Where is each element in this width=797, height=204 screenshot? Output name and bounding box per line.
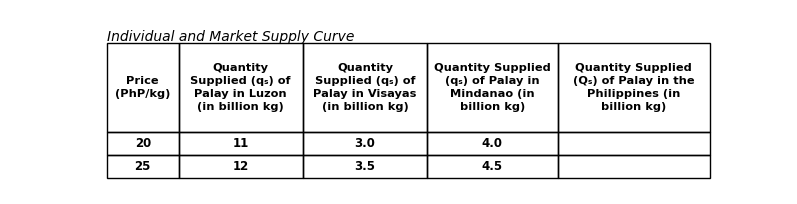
Text: 3.0: 3.0: [355, 137, 375, 150]
Text: 4.5: 4.5: [482, 160, 503, 173]
Text: 25: 25: [135, 160, 151, 173]
Bar: [107, 132, 179, 155]
Bar: [107, 155, 179, 178]
Bar: [179, 155, 303, 178]
Text: 12: 12: [233, 160, 249, 173]
Text: 4.0: 4.0: [482, 137, 503, 150]
Bar: [558, 155, 710, 178]
Bar: [427, 43, 558, 132]
Bar: [303, 155, 427, 178]
Text: Price
(PhP/kg): Price (PhP/kg): [115, 76, 171, 99]
Text: Individual and Market Supply Curve: Individual and Market Supply Curve: [107, 30, 355, 44]
Text: 20: 20: [135, 137, 151, 150]
Bar: [303, 132, 427, 155]
Bar: [427, 155, 558, 178]
Text: Quantity
Supplied (qₛ) of
Palay in Visayas
(in billion kg): Quantity Supplied (qₛ) of Palay in Visay…: [313, 63, 417, 112]
Bar: [107, 43, 179, 132]
Text: 11: 11: [233, 137, 249, 150]
Text: Quantity
Supplied (qₛ) of
Palay in Luzon
(in billion kg): Quantity Supplied (qₛ) of Palay in Luzon…: [190, 63, 291, 112]
Bar: [558, 132, 710, 155]
Bar: [179, 132, 303, 155]
Bar: [427, 132, 558, 155]
Text: 3.5: 3.5: [355, 160, 375, 173]
Bar: [303, 43, 427, 132]
Bar: [558, 43, 710, 132]
Text: Quantity Supplied
(qₛ) of Palay in
Mindanao (in
billion kg): Quantity Supplied (qₛ) of Palay in Minda…: [434, 63, 551, 112]
Bar: [179, 43, 303, 132]
Text: Quantity Supplied
(Qₛ) of Palay in the
Philippines (in
billion kg): Quantity Supplied (Qₛ) of Palay in the P…: [573, 63, 694, 112]
